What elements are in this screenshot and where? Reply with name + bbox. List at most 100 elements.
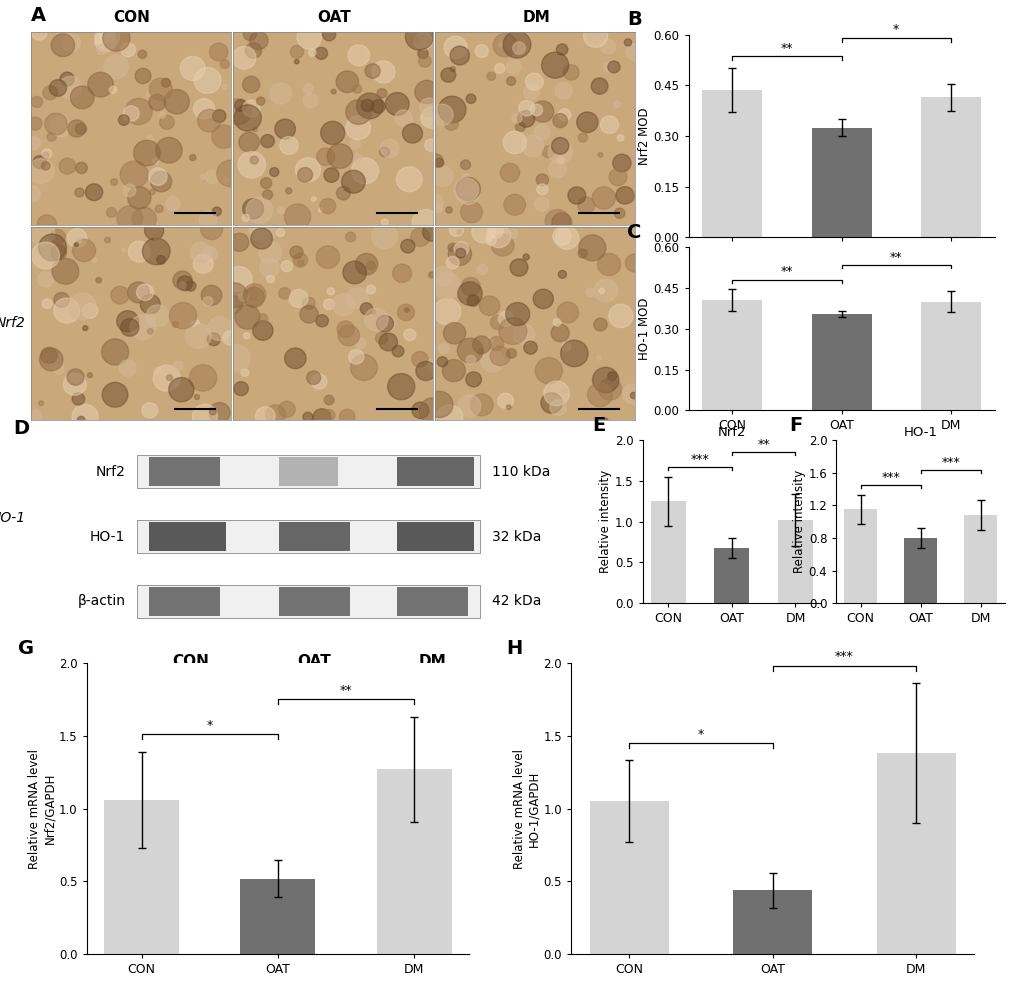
Circle shape xyxy=(233,382,248,396)
Circle shape xyxy=(461,160,470,169)
Circle shape xyxy=(240,369,249,377)
Circle shape xyxy=(556,302,578,322)
Circle shape xyxy=(457,338,483,363)
Circle shape xyxy=(453,178,478,202)
Circle shape xyxy=(117,206,143,230)
Circle shape xyxy=(336,71,359,93)
Circle shape xyxy=(226,266,252,292)
Circle shape xyxy=(540,393,561,413)
Circle shape xyxy=(95,31,116,51)
Circle shape xyxy=(445,207,451,214)
Bar xyxy=(811,314,870,410)
Circle shape xyxy=(232,46,256,69)
Circle shape xyxy=(418,48,428,58)
Circle shape xyxy=(466,94,475,104)
Circle shape xyxy=(125,99,152,125)
Circle shape xyxy=(603,62,613,72)
Circle shape xyxy=(150,189,155,195)
Circle shape xyxy=(72,405,98,429)
Circle shape xyxy=(155,205,163,213)
Circle shape xyxy=(552,114,567,128)
Circle shape xyxy=(185,281,196,291)
Circle shape xyxy=(28,158,54,184)
Circle shape xyxy=(557,109,571,121)
Circle shape xyxy=(578,197,594,214)
Circle shape xyxy=(353,153,362,162)
Circle shape xyxy=(324,396,333,405)
Circle shape xyxy=(60,72,74,86)
Circle shape xyxy=(159,112,165,118)
Circle shape xyxy=(430,104,452,126)
Bar xyxy=(811,128,870,237)
Circle shape xyxy=(135,68,151,84)
Text: OAT: OAT xyxy=(317,10,351,25)
Circle shape xyxy=(23,186,40,202)
Circle shape xyxy=(246,43,261,58)
Circle shape xyxy=(42,162,50,170)
Circle shape xyxy=(238,292,248,301)
Circle shape xyxy=(341,170,365,193)
Circle shape xyxy=(120,161,148,188)
Circle shape xyxy=(428,195,443,210)
Circle shape xyxy=(356,338,366,348)
Circle shape xyxy=(438,96,466,123)
Circle shape xyxy=(209,408,216,414)
Circle shape xyxy=(461,278,480,296)
Circle shape xyxy=(379,333,397,351)
Circle shape xyxy=(50,117,71,136)
Circle shape xyxy=(244,332,250,339)
Circle shape xyxy=(615,187,634,204)
Circle shape xyxy=(613,208,625,219)
Bar xyxy=(713,548,749,603)
Text: CON: CON xyxy=(113,10,150,25)
Circle shape xyxy=(541,52,569,78)
Circle shape xyxy=(222,330,237,345)
Circle shape xyxy=(140,295,160,314)
Circle shape xyxy=(190,154,196,160)
Circle shape xyxy=(457,229,461,234)
Bar xyxy=(920,302,979,410)
Circle shape xyxy=(531,101,553,122)
Circle shape xyxy=(612,154,631,172)
Circle shape xyxy=(365,63,380,78)
Circle shape xyxy=(530,104,542,116)
Circle shape xyxy=(448,223,464,236)
FancyBboxPatch shape xyxy=(149,587,220,615)
Bar xyxy=(777,520,812,603)
Circle shape xyxy=(621,190,634,203)
Circle shape xyxy=(193,405,217,428)
Circle shape xyxy=(96,278,101,283)
Bar xyxy=(876,753,955,954)
Circle shape xyxy=(195,395,200,400)
Circle shape xyxy=(502,32,531,58)
Circle shape xyxy=(487,224,502,238)
Circle shape xyxy=(292,253,308,267)
Circle shape xyxy=(146,305,169,327)
Circle shape xyxy=(143,238,170,265)
Text: Nrf2: Nrf2 xyxy=(0,315,25,329)
Circle shape xyxy=(371,311,375,315)
Circle shape xyxy=(229,233,249,251)
Circle shape xyxy=(168,378,194,402)
Circle shape xyxy=(394,110,412,127)
Circle shape xyxy=(97,45,107,54)
Circle shape xyxy=(324,168,338,182)
Circle shape xyxy=(379,147,389,156)
Circle shape xyxy=(458,282,482,306)
Circle shape xyxy=(316,246,339,268)
Circle shape xyxy=(234,100,247,112)
Circle shape xyxy=(542,146,553,157)
Circle shape xyxy=(593,279,616,302)
Circle shape xyxy=(437,357,447,367)
Circle shape xyxy=(480,350,503,372)
Circle shape xyxy=(63,373,86,396)
Circle shape xyxy=(67,369,84,385)
Circle shape xyxy=(259,258,279,277)
Circle shape xyxy=(425,359,437,372)
Circle shape xyxy=(351,139,360,148)
Circle shape xyxy=(75,162,88,174)
Circle shape xyxy=(74,242,78,246)
Circle shape xyxy=(39,234,66,261)
Circle shape xyxy=(357,93,383,119)
Circle shape xyxy=(339,409,355,424)
